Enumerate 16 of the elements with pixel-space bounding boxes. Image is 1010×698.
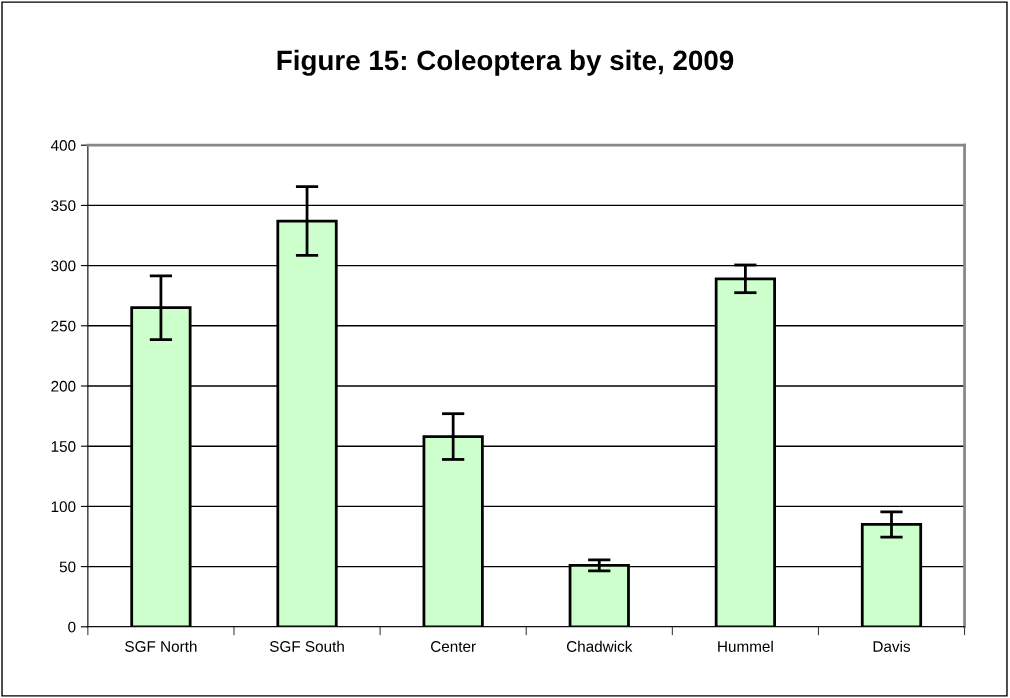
y-tick-label: 350 xyxy=(51,200,76,212)
x-tick-label: SGF North xyxy=(125,640,197,652)
x-tick-label: SGF South xyxy=(269,640,344,652)
x-tick-label: Hummel xyxy=(718,640,773,652)
y-tick-label: 0 xyxy=(68,621,76,633)
y-tick-label: 100 xyxy=(51,501,76,513)
x-tick-label: Davis xyxy=(873,640,911,652)
y-tick-label: 300 xyxy=(51,260,76,272)
y-tick-label: 250 xyxy=(51,320,76,332)
y-tick-label: 400 xyxy=(50,140,76,151)
y-tick-label: 150 xyxy=(51,441,76,452)
y-tick-label: 50 xyxy=(59,561,76,573)
x-tick-label: Chadwick xyxy=(566,640,633,652)
x-tick-label: Center xyxy=(431,641,476,652)
chart-title: Figure 15: Coleoptera by site, 2009 xyxy=(277,49,734,76)
y-tick-label: 200 xyxy=(51,380,76,392)
